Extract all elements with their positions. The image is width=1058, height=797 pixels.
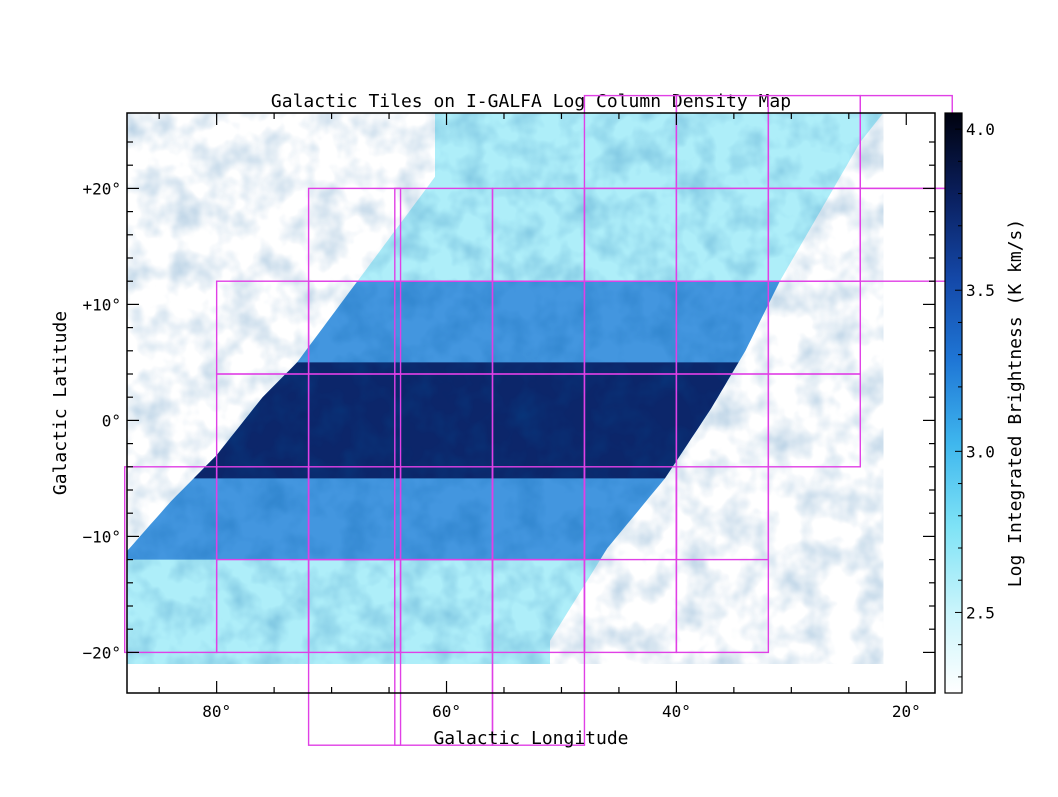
column-density-map: [127, 113, 884, 664]
colorbar-tick-label: 4.0: [966, 120, 995, 139]
plot-frame: [126, 112, 936, 694]
colorbar-label: Log Integrated Brightness (K km/s): [1005, 219, 1026, 587]
y-axis-label: Galactic Latitude: [50, 311, 71, 495]
cloud-texture: [127, 113, 884, 664]
colorbar-ticks: 4.0 3.5 3.0 2.5: [955, 120, 995, 678]
tile-outline: [859, 94, 953, 190]
x-tick-label: 40°: [662, 702, 691, 721]
chart-title: Galactic Tiles on I-GALFA Log Column Den…: [271, 91, 791, 112]
tile-outline: [215, 280, 310, 375]
colorbar-tick-label: 3.5: [966, 281, 995, 300]
y-axis-ticks: +20° +10° 0° −10° −20°: [82, 141, 935, 662]
colorbar: [944, 112, 963, 694]
colorbar-tick-label: 3.0: [966, 442, 995, 461]
tile-outline: [767, 373, 861, 468]
tile-outline: [767, 280, 861, 375]
colorbar-tick-label: 2.5: [966, 603, 995, 622]
x-axis-ticks: 80° 60° 40° 20°: [158, 113, 921, 721]
y-tick-label: 0°: [102, 411, 121, 430]
y-tick-label: +10°: [82, 295, 121, 314]
y-tick-label: +20°: [82, 179, 121, 198]
x-tick-label: 80°: [202, 702, 231, 721]
x-axis-label: Galactic Longitude: [433, 728, 628, 749]
y-tick-label: −10°: [82, 527, 121, 546]
tile-outline: [307, 187, 402, 282]
y-tick-label: −20°: [82, 643, 121, 662]
x-tick-label: 60°: [432, 702, 461, 721]
tile-outline: [859, 187, 953, 282]
tile-outlines: [124, 94, 953, 746]
x-tick-label: 20°: [892, 702, 921, 721]
